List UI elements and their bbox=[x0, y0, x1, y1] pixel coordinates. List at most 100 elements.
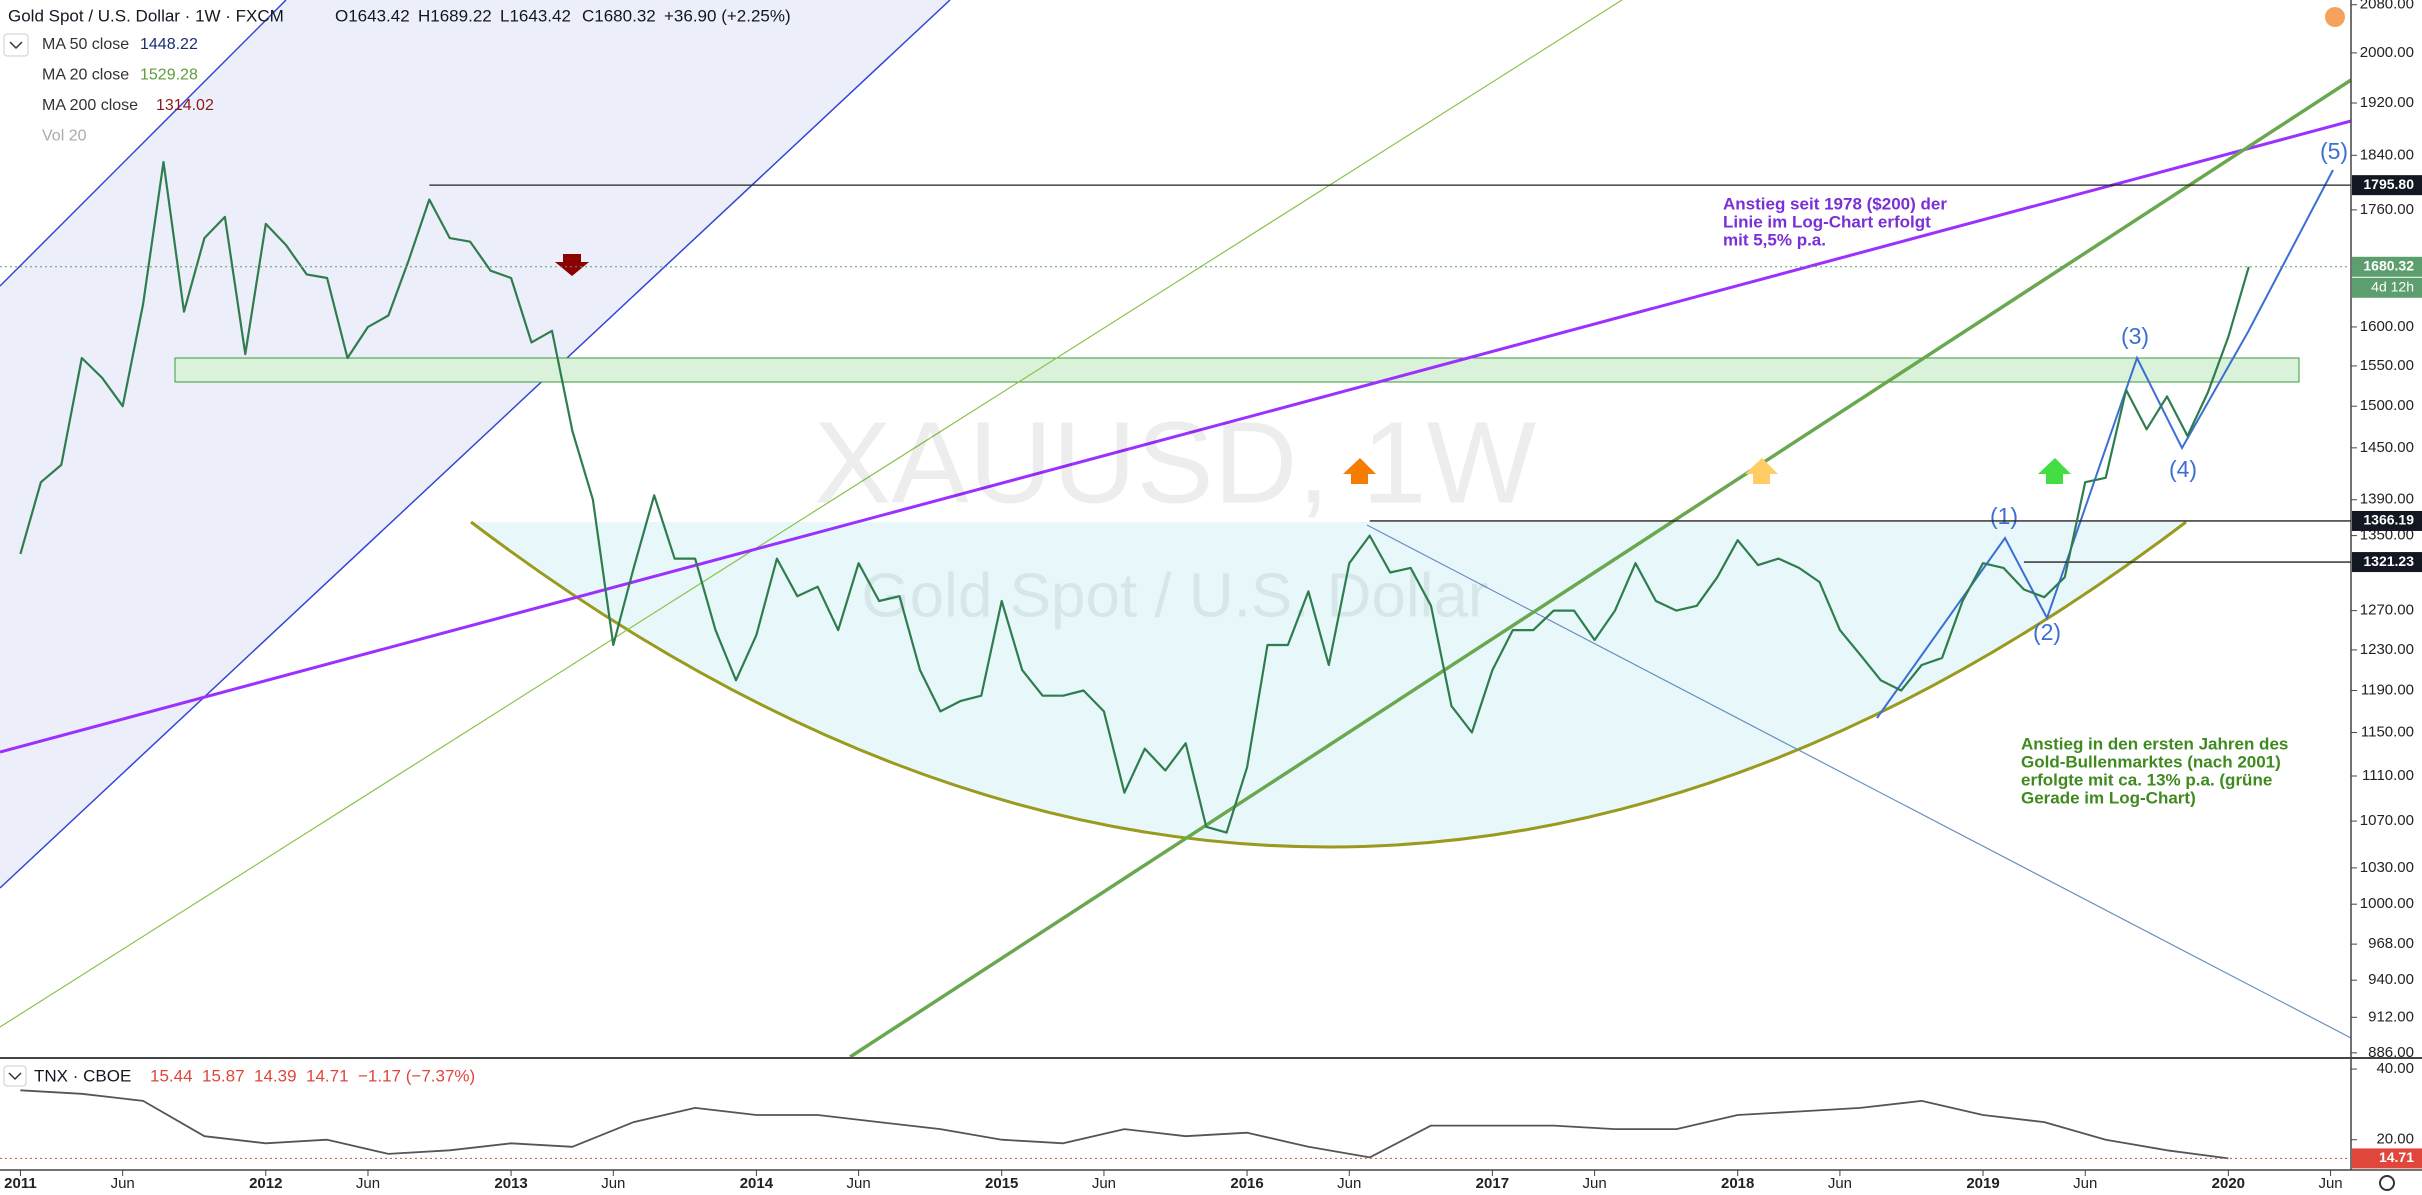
x-tick-label: Jun bbox=[1582, 1175, 1606, 1192]
ohlc-value: 15.44 bbox=[150, 1066, 193, 1085]
x-tick-label: Jun bbox=[847, 1175, 871, 1192]
indicator-name: MA 20 close bbox=[42, 67, 129, 84]
watermark-description: Gold Spot / U.S. Dollar bbox=[861, 561, 1488, 630]
x-tick-label: 2013 bbox=[494, 1175, 527, 1192]
wave-label: (4) bbox=[2169, 456, 2197, 482]
y-tick-label: 1550.00 bbox=[2360, 357, 2414, 374]
wave-label: (3) bbox=[2121, 323, 2149, 349]
arrow-down bbox=[555, 254, 589, 276]
ohlc-value: L1643.42 bbox=[500, 6, 571, 25]
ohlc-value: 14.39 bbox=[254, 1066, 297, 1085]
indicator-name: MA 50 close bbox=[42, 36, 129, 53]
alert-icon[interactable] bbox=[2325, 7, 2345, 27]
arrow-up bbox=[2038, 458, 2071, 484]
indicator-name: MA 200 close bbox=[42, 97, 138, 114]
indicator-value: 1314.02 bbox=[156, 97, 214, 114]
arrow-up bbox=[1343, 458, 1376, 484]
y-tick-label: 20.00 bbox=[2376, 1131, 2414, 1148]
ohlc-value: +36.90 (+2.25%) bbox=[664, 6, 791, 25]
note-line: Gold-Bullenmarktes (nach 2001) bbox=[2021, 752, 2281, 771]
y-tick-label: 1500.00 bbox=[2360, 397, 2414, 414]
channel-line bbox=[0, 0, 951, 889]
y-tick-label: 1190.00 bbox=[2361, 682, 2414, 699]
bowl-arc bbox=[470, 520, 2187, 849]
symbol-title: Gold Spot / U.S. Dollar · 1W · FXCM bbox=[8, 6, 284, 25]
support-zone bbox=[174, 357, 2300, 383]
level-label: 1795.80 bbox=[2363, 176, 2414, 192]
y-tick-label: 886.00 bbox=[2368, 1044, 2414, 1061]
y-tick-label: 2080.00 bbox=[2360, 0, 2414, 13]
y-tick-label: 1030.00 bbox=[2360, 859, 2414, 876]
lower-title: TNX · CBOE bbox=[34, 1066, 131, 1085]
x-tick-label: Jun bbox=[601, 1175, 625, 1192]
y-tick-label: 1230.00 bbox=[2360, 641, 2414, 658]
x-tick-label: Jun bbox=[2073, 1175, 2097, 1192]
x-tick-label: 2011 bbox=[4, 1175, 37, 1192]
level-label-bg bbox=[2352, 552, 2422, 573]
y-tick-label: 1070.00 bbox=[2360, 812, 2414, 829]
green-note: Anstieg in den ersten Jahren des Gold-Bu… bbox=[2021, 734, 2288, 807]
note-line: mit 5,5% p.a. bbox=[1723, 230, 1826, 249]
arrow-up bbox=[1745, 458, 1778, 484]
x-tick-label: 2016 bbox=[1230, 1175, 1263, 1192]
purple-note: Anstieg seit 1978 ($200) der Linie im Lo… bbox=[1723, 194, 1947, 249]
wave-labels: (1) (2) (3) (4) (5) bbox=[1990, 138, 2348, 645]
y-tick-label: 1000.00 bbox=[2360, 895, 2414, 912]
collapse-button[interactable] bbox=[3, 1065, 27, 1087]
y-tick-label: 940.00 bbox=[2368, 971, 2414, 988]
y-tick-label: 1840.00 bbox=[2360, 146, 2414, 163]
y-tick-label: 1390.00 bbox=[2360, 491, 2414, 508]
wave-label: (2) bbox=[2033, 619, 2061, 645]
level-label-bg bbox=[2352, 175, 2422, 196]
note-line: erfolgte mit ca. 13% p.a. (grüne bbox=[2021, 770, 2272, 789]
price-line bbox=[19, 160, 2250, 834]
x-tick-label: Jun bbox=[111, 1175, 135, 1192]
x-tick-label: Jun bbox=[356, 1175, 380, 1192]
x-tick-label: Jun bbox=[1092, 1175, 1116, 1192]
y-tick-label: 1760.00 bbox=[2360, 201, 2414, 218]
trend-line bbox=[1366, 524, 2352, 1039]
settings-icon[interactable] bbox=[2379, 1175, 2395, 1191]
trend-line bbox=[849, 78, 2352, 1059]
lower-ohlc: 15.44 15.87 14.39 14.71 −1.17 (−7.37%) bbox=[150, 1066, 475, 1085]
y-tick-label: 1150.00 bbox=[2361, 723, 2414, 740]
note-line: Linie im Log-Chart erfolgt bbox=[1723, 212, 1931, 231]
x-tick-label: 2012 bbox=[249, 1175, 282, 1192]
x-tick-label: 2014 bbox=[740, 1175, 774, 1192]
trend-line bbox=[0, 119, 2352, 754]
note-line: Gerade im Log-Chart) bbox=[2021, 788, 2196, 807]
y-tick-label: 40.00 bbox=[2376, 1060, 2414, 1077]
y-tick-label: 1110.00 bbox=[2362, 767, 2414, 784]
ohlc-value: 15.87 bbox=[202, 1066, 245, 1085]
ohlc-value: H1689.22 bbox=[418, 6, 492, 25]
x-tick-label: 2019 bbox=[1966, 1175, 1999, 1192]
x-tick-label: Jun bbox=[1337, 1175, 1361, 1192]
indicator-value: 1529.28 bbox=[140, 67, 198, 84]
last-price-label: 1680.32 bbox=[2363, 257, 2414, 273]
x-tick-label: 2020 bbox=[2212, 1175, 2245, 1192]
y-tick-label: 2000.00 bbox=[2360, 44, 2414, 61]
x-tick-label: 2017 bbox=[1476, 1175, 1509, 1192]
y-tick-label: 1920.00 bbox=[2360, 94, 2414, 111]
collapse-button[interactable] bbox=[3, 33, 29, 57]
indicator-value: 1448.22 bbox=[140, 36, 198, 53]
y-tick-label: 968.00 bbox=[2368, 935, 2414, 952]
level-label-bg bbox=[2352, 510, 2422, 531]
ohlc-value: C1680.32 bbox=[582, 6, 656, 25]
ohlc-value: −1.17 (−7.37%) bbox=[358, 1066, 475, 1085]
ohlc: O1643.42 H1689.22 L1643.42 C1680.32 +36.… bbox=[335, 6, 791, 25]
level-label: 1366.19 bbox=[2363, 512, 2414, 528]
ohlc-value: 14.71 bbox=[306, 1066, 349, 1085]
last-price-bg bbox=[2352, 1148, 2422, 1169]
collapse-icon bbox=[9, 41, 23, 50]
y-tick-label: 912.00 bbox=[2368, 1008, 2414, 1025]
level-label: 1321.23 bbox=[2363, 553, 2414, 569]
y-tick-label: 1450.00 bbox=[2360, 439, 2414, 456]
wave-label: (1) bbox=[1990, 503, 2018, 529]
wave-label: (5) bbox=[2320, 138, 2348, 164]
trend-line bbox=[0, 0, 1623, 1028]
collapse-icon bbox=[8, 1072, 22, 1081]
